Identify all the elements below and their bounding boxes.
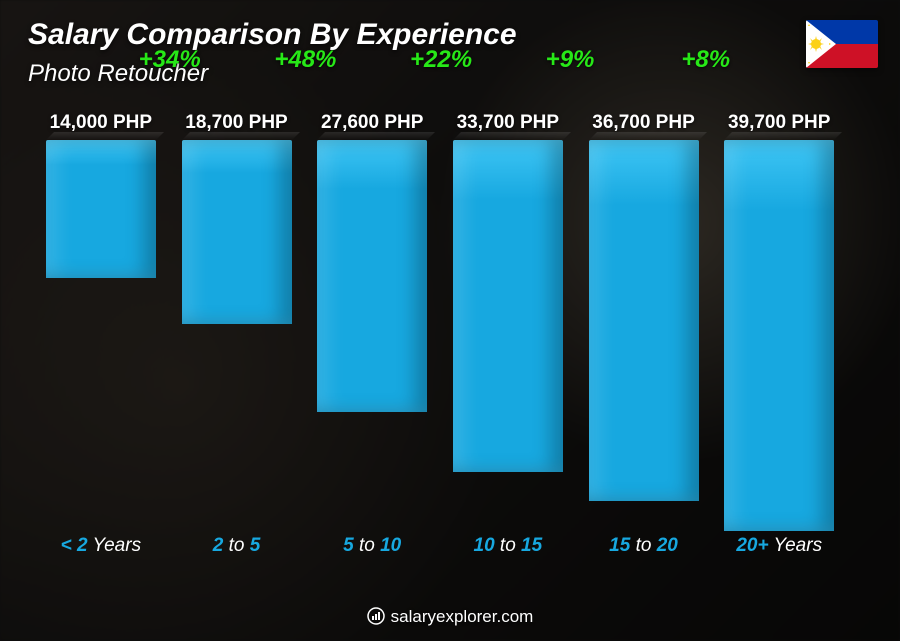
bar-slot: 27,600 PHP <box>311 140 433 531</box>
delta-label: +8% <box>681 46 730 74</box>
bar-value-label: 18,700 PHP <box>185 112 287 134</box>
bar-value-label: 14,000 PHP <box>50 112 152 134</box>
delta-label: +9% <box>546 46 595 74</box>
bar-value-label: 39,700 PHP <box>728 112 830 134</box>
delta-label: +34% <box>139 46 201 74</box>
bar-slot: 39,700 PHP <box>718 140 840 531</box>
bar-value-label: 36,700 PHP <box>592 112 694 134</box>
bar-value-label: 33,700 PHP <box>457 112 559 134</box>
bar: 18,700 PHP <box>182 140 292 324</box>
bar-slot: 14,000 PHP <box>40 140 162 531</box>
footer: salaryexplorer.com <box>0 607 900 627</box>
x-axis-label: 5 to 10 <box>311 535 433 561</box>
delta-label: +22% <box>410 46 472 74</box>
logo-icon <box>367 607 385 625</box>
x-axis-label: 2 to 5 <box>176 535 298 561</box>
bar-chart: 14,000 PHP18,700 PHP27,600 PHP33,700 PHP… <box>40 120 840 561</box>
x-axis-label: 20+ Years <box>718 535 840 561</box>
bar: 33,700 PHP <box>453 140 563 472</box>
bar-slot: 36,700 PHP <box>583 140 705 531</box>
x-axis-label: 15 to 20 <box>583 535 705 561</box>
bar: 27,600 PHP <box>317 140 427 412</box>
bar-slot: 33,700 PHP <box>447 140 569 531</box>
bar: 14,000 PHP <box>46 140 156 278</box>
bar-slot: 18,700 PHP <box>176 140 298 531</box>
bar: 39,700 PHP <box>724 140 834 531</box>
flag-icon <box>806 20 878 68</box>
bar-value-label: 27,600 PHP <box>321 112 423 134</box>
bar: 36,700 PHP <box>589 140 699 501</box>
x-axis-label: 10 to 15 <box>447 535 569 561</box>
footer-text: salaryexplorer.com <box>391 607 534 626</box>
infographic: Salary Comparison By Experience Photo Re… <box>0 0 900 641</box>
delta-label: +48% <box>274 46 336 74</box>
x-axis-label: < 2 Years <box>40 535 162 561</box>
